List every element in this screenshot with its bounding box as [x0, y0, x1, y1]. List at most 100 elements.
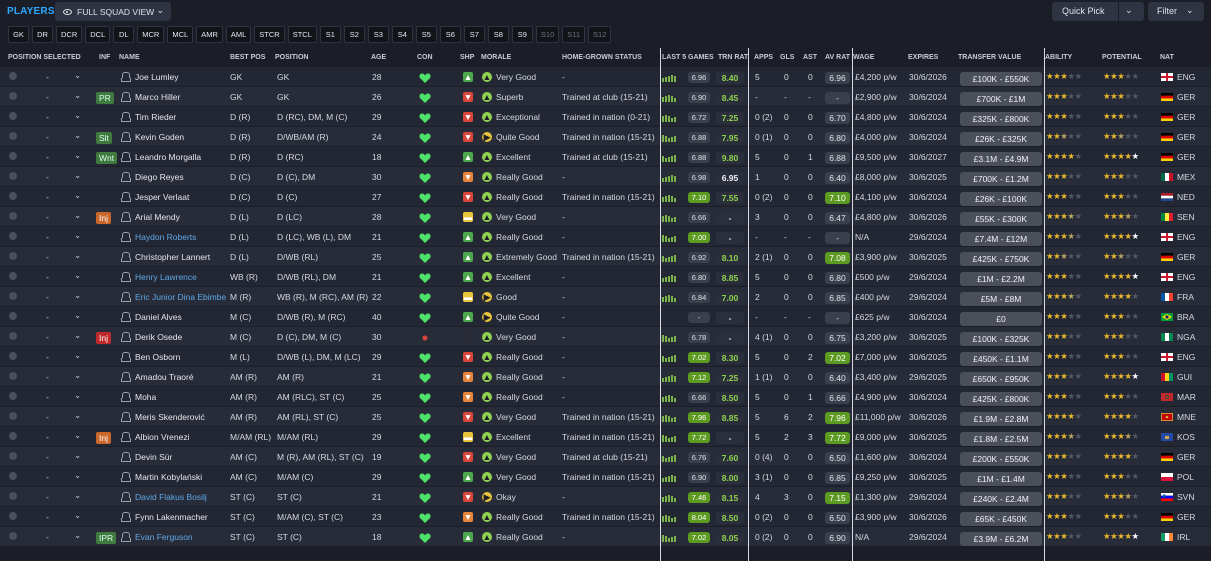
col-gls[interactable]: GLS [780, 54, 795, 61]
player-name-link[interactable]: Amadou Traoré [135, 372, 194, 382]
inf-badge[interactable]: Wnt [96, 152, 118, 164]
table-row[interactable]: - ⌄ Henry Lawrence WB (R) D/WB (RL), DM 21 ▲ ▲ E… [0, 267, 1211, 287]
inf-badge[interactable]: Inj [96, 212, 111, 224]
position-chip-s7[interactable]: S7 [463, 26, 485, 43]
col-potential[interactable]: POTENTIAL [1102, 54, 1142, 61]
table-row[interactable]: - ⌄ Inj Arial Mendy D (L) D (LC) 28 ▬ ▲ Very Good… [0, 207, 1211, 227]
player-name-link[interactable]: Tim Rieder [135, 112, 177, 122]
player-name-link[interactable]: Leandro Morgalla [135, 152, 202, 162]
player-name-link[interactable]: Albion Vrenezi [135, 432, 190, 442]
player-name-link[interactable]: Jesper Verlaat [135, 192, 190, 202]
position-dropdown-chevron-icon[interactable]: ⌄ [74, 450, 82, 460]
player-name-link[interactable]: Martin Kobylański [135, 472, 203, 482]
table-row[interactable]: - ⌄ Ben Osborn M (L) D/WB (L), DM, M (LC) 29 ▼… [0, 347, 1211, 367]
position-dropdown-chevron-icon[interactable]: ⌄ [74, 230, 82, 240]
table-row[interactable]: - ⌄ Joe Lumley GK GK 28 ▲ ▲ Very Good - 6.96 8.40 5 0… [0, 67, 1211, 87]
position-chip-stcr[interactable]: STCR [254, 26, 285, 43]
select-checkbox[interactable] [9, 372, 17, 380]
table-row[interactable]: - ⌄ Wnt Leandro Morgalla D (R) D (RC) 18 ▲ ▲ Exce… [0, 147, 1211, 167]
position-dropdown-chevron-icon[interactable]: ⌄ [74, 310, 82, 320]
position-chip-dcl[interactable]: DCL [85, 26, 111, 43]
position-dropdown-chevron-icon[interactable]: ⌄ [74, 70, 82, 80]
col-apps[interactable]: APPS [754, 54, 774, 61]
player-name-link[interactable]: Meris Skenderović [135, 412, 205, 422]
player-name-link[interactable]: Fynn Lakenmacher [135, 512, 208, 522]
position-dropdown-chevron-icon[interactable]: ⌄ [74, 270, 82, 280]
col-ability[interactable]: ABILITY [1045, 54, 1073, 61]
position-chip-s5[interactable]: S5 [415, 26, 437, 43]
select-checkbox[interactable] [9, 172, 17, 180]
select-checkbox[interactable] [9, 452, 17, 460]
position-dropdown-chevron-icon[interactable]: ⌄ [74, 170, 82, 180]
select-checkbox[interactable] [9, 392, 17, 400]
col-wage[interactable]: WAGE [853, 54, 875, 61]
table-row[interactable]: - ⌄ Tim Rieder D (R) D (RC), DM, M (C) 29 ▼ ▲ Ex… [0, 107, 1211, 127]
player-name-link[interactable]: Christopher Lannert [135, 252, 211, 262]
position-dropdown-chevron-icon[interactable]: ⌄ [74, 410, 82, 420]
col-home-grown[interactable]: HOME-GROWN STATUS [562, 54, 642, 61]
player-name-link[interactable]: Marco Hiller [135, 92, 181, 102]
col-best-pos[interactable]: BEST POS [230, 54, 266, 61]
table-row[interactable]: - ⌄ Devin Sür AM (C) M (R), AM (RL), ST (C) 1… [0, 447, 1211, 467]
col-morale[interactable]: MORALE [481, 54, 512, 61]
position-chip-s2[interactable]: S2 [343, 26, 365, 43]
chevron-down-icon[interactable]: ⌄ [1125, 5, 1133, 15]
position-dropdown-chevron-icon[interactable]: ⌄ [74, 390, 82, 400]
select-checkbox[interactable] [9, 72, 17, 80]
filter-button[interactable]: Filter ⌄ [1148, 2, 1204, 21]
select-checkbox[interactable] [9, 312, 17, 320]
player-name-link[interactable]: Eric Junior Dina Ebimbe [135, 292, 227, 302]
position-chip-s9[interactable]: S9 [511, 26, 533, 43]
inf-badge[interactable]: Inj [96, 332, 111, 344]
inf-badge[interactable]: Slt [96, 132, 112, 144]
inf-badge[interactable]: IPR [96, 532, 117, 544]
select-checkbox[interactable] [9, 492, 17, 500]
position-chip-s6[interactable]: S6 [439, 26, 461, 43]
player-name-link[interactable]: Joe Lumley [135, 72, 179, 82]
position-dropdown-chevron-icon[interactable]: ⌄ [74, 530, 82, 540]
player-name-link[interactable]: Ben Osborn [135, 352, 181, 362]
inf-badge[interactable]: Inj [96, 432, 111, 444]
position-chip-s4[interactable]: S4 [391, 26, 413, 43]
select-checkbox[interactable] [9, 472, 17, 480]
select-checkbox[interactable] [9, 292, 17, 300]
player-name-link[interactable]: Diego Reyes [135, 172, 184, 182]
col-name[interactable]: NAME [119, 54, 140, 61]
player-name-link[interactable]: Evan Ferguson [135, 532, 193, 542]
view-selector-button[interactable]: FULL SQUAD VIEW ⌄ [55, 2, 171, 21]
select-checkbox[interactable] [9, 132, 17, 140]
col-last5[interactable]: LAST 5 GAMES [662, 54, 714, 61]
player-name-link[interactable]: Derik Osede [135, 332, 183, 342]
inf-badge[interactable]: PR [96, 92, 114, 104]
position-chip-dr[interactable]: DR [32, 26, 53, 43]
select-checkbox[interactable] [9, 92, 17, 100]
position-chip-s8[interactable]: S8 [487, 26, 509, 43]
position-chip-s3[interactable]: S3 [367, 26, 389, 43]
position-dropdown-chevron-icon[interactable]: ⌄ [74, 90, 82, 100]
table-row[interactable]: - ⌄ Eric Junior Dina Ebimbe M (R) WB (R), M … [0, 287, 1211, 307]
player-name-link[interactable]: Kevin Goden [135, 132, 185, 142]
position-dropdown-chevron-icon[interactable]: ⌄ [74, 330, 82, 340]
table-row[interactable]: - ⌄ Martin Kobylański AM (C) M/AM (C) 29 ▲ ▲ Ver… [0, 467, 1211, 487]
table-row[interactable]: - ⌄ Inj Albion Vrenezi M/AM (RL) M/AM (RL) 29 ▬… [0, 427, 1211, 447]
player-name-link[interactable]: Haydon Roberts [135, 232, 197, 242]
col-transfer-value[interactable]: TRANSFER VALUE [958, 54, 1022, 61]
select-checkbox[interactable] [9, 332, 17, 340]
table-row[interactable]: - ⌄ Moha AM (R) AM (RLC), ST (C) 25 ▼ ▲ Really G… [0, 387, 1211, 407]
col-position-selected[interactable]: POSITION SELECTED [8, 54, 81, 61]
player-name-link[interactable]: Moha [135, 392, 157, 402]
position-chip-gk[interactable]: GK [8, 26, 29, 43]
player-name-link[interactable]: Arial Mendy [135, 212, 180, 222]
position-dropdown-chevron-icon[interactable]: ⌄ [74, 150, 82, 160]
position-dropdown-chevron-icon[interactable]: ⌄ [74, 130, 82, 140]
table-row[interactable]: - ⌄ PR Marco Hiller GK GK 26 ▼ ▲ Superb Trained at… [0, 87, 1211, 107]
position-chip-s12[interactable]: S12 [588, 26, 612, 43]
table-row[interactable]: - ⌄ IPR Evan Ferguson ST (C) ST (C) 18 ▲ ▲ Really… [0, 527, 1211, 547]
table-row[interactable]: - ⌄ Jesper Verlaat D (C) D (C) 27 ▼ ▲ Really Goo… [0, 187, 1211, 207]
col-nat[interactable]: NAT [1160, 54, 1174, 61]
select-checkbox[interactable] [9, 412, 17, 420]
position-dropdown-chevron-icon[interactable]: ⌄ [74, 110, 82, 120]
player-name-link[interactable]: Henry Lawrence [135, 272, 197, 282]
table-row[interactable]: - ⌄ David Flakus Bosilj ST (C) ST (C) 21 ▼ ▶ Oka… [0, 487, 1211, 507]
player-name-link[interactable]: Devin Sür [135, 452, 173, 462]
